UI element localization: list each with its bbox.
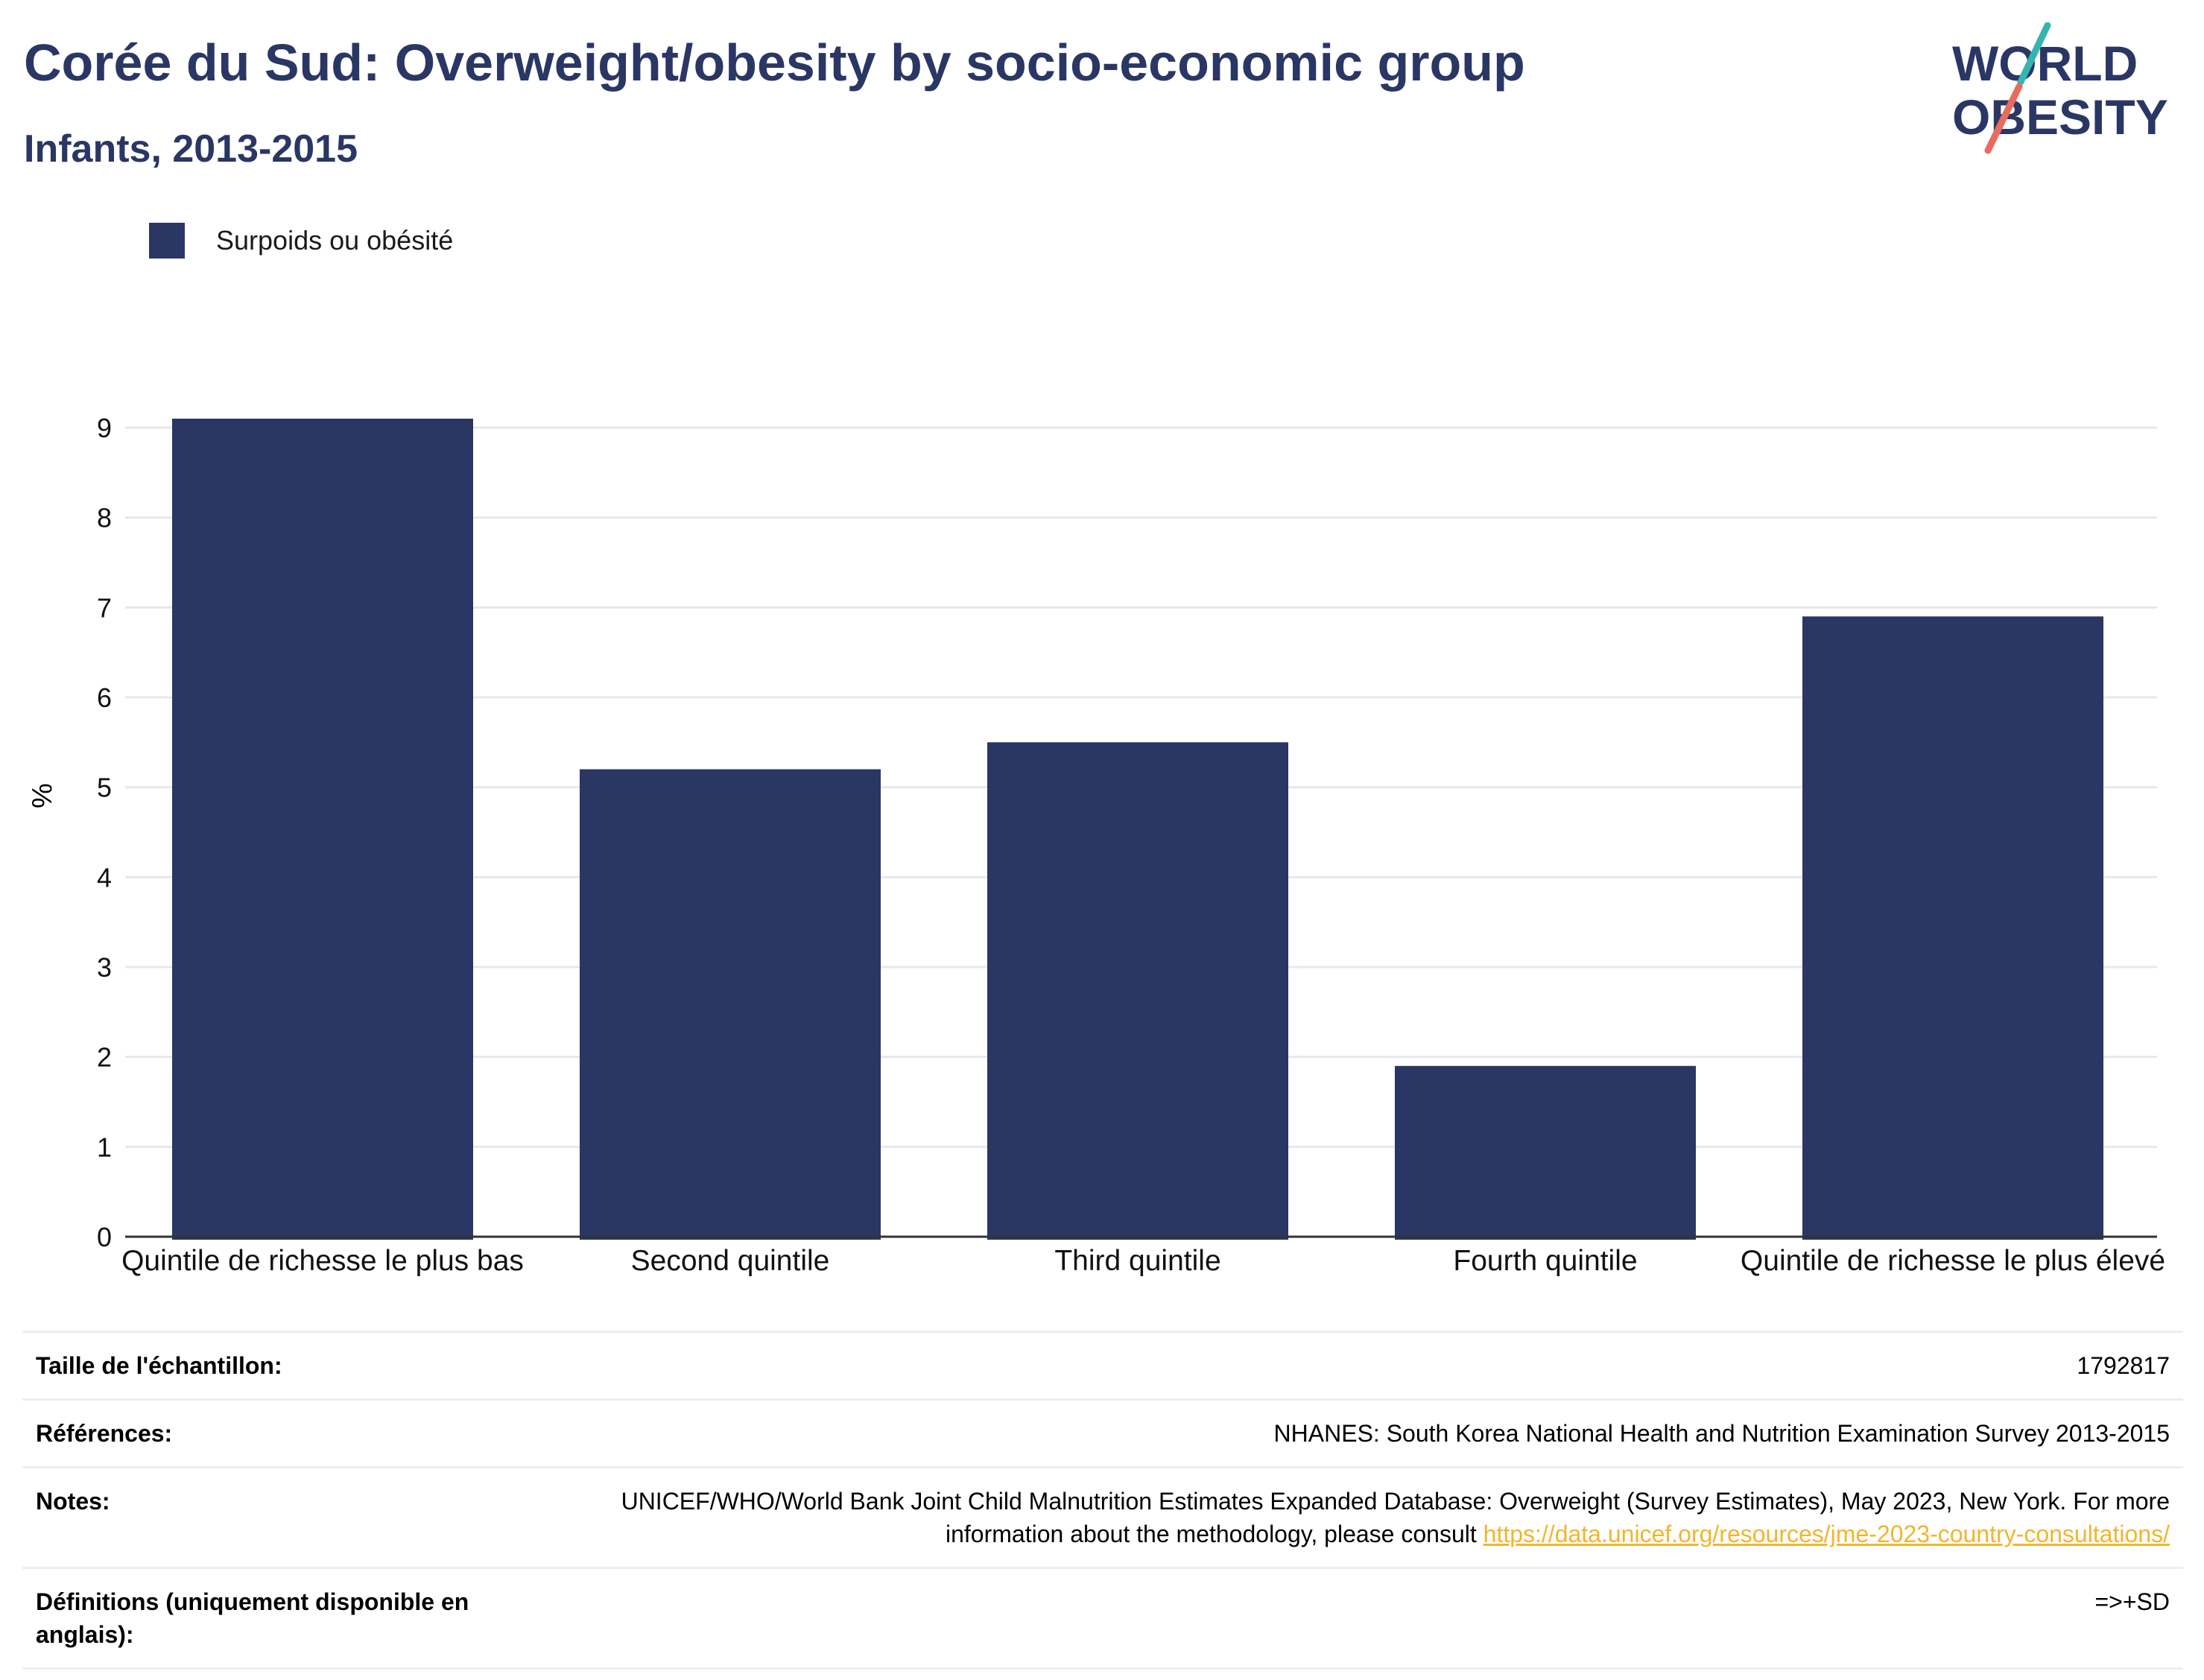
- info-row-notes: Notes: UNICEF/WHO/World Bank Joint Child…: [22, 1468, 2183, 1569]
- bar: [1802, 616, 2103, 1240]
- notes-value: UNICEF/WHO/World Bank Joint Child Malnut…: [568, 1485, 2170, 1550]
- y-tick-label: 6: [97, 682, 112, 713]
- bar: [987, 742, 1288, 1240]
- chart-subtitle: Infants, 2013-2015: [24, 127, 358, 171]
- definitions-label: Définitions (uniquement disponible en an…: [36, 1588, 469, 1648]
- legend-swatch: [149, 223, 185, 259]
- bar: [580, 769, 881, 1240]
- bar-chart: 0 1 2 3 4 5 6 7 8 9 Quintile de richesse le plus b…: [97, 413, 2165, 1277]
- notes-text: UNICEF/WHO/World Bank Joint Child Malnut…: [621, 1488, 2170, 1547]
- y-tick-label: 5: [97, 773, 112, 803]
- y-tick-label: 8: [97, 503, 112, 533]
- chart-title: Corée du Sud: Overweight/obesity by soci…: [24, 34, 1525, 92]
- y-tick-label: 3: [97, 952, 112, 983]
- y-tick-label: 2: [97, 1042, 112, 1073]
- notes-link[interactable]: https://data.unicef.org/resources/jme-20…: [1483, 1521, 2170, 1547]
- y-tick-label: 9: [97, 413, 112, 443]
- y-tick-label: 0: [97, 1222, 112, 1252]
- references-label: Références:: [36, 1420, 173, 1447]
- info-row-sample: Taille de l'échantillon: 1792817: [22, 1333, 2183, 1401]
- x-tick-label: Quintile de richesse le plus élevé: [1741, 1245, 2165, 1277]
- sample-value: 1792817: [2077, 1352, 2170, 1379]
- bar: [1395, 1065, 1696, 1240]
- x-tick-label: Third quintile: [1054, 1245, 1220, 1277]
- info-table: Taille de l'échantillon: 1792817 Référen…: [22, 1331, 2183, 1670]
- legend: Surpoids ou obésité: [149, 222, 453, 259]
- info-row-references: Références: NHANES: South Korea National…: [22, 1401, 2183, 1468]
- legend-label: Surpoids ou obésité: [216, 225, 454, 256]
- bar: [172, 418, 473, 1240]
- notes-label: Notes:: [36, 1488, 110, 1515]
- definitions-value: =>+SD: [2094, 1588, 2170, 1615]
- world-obesity-logo: WORLD OBESITY: [1952, 22, 2168, 154]
- x-tick-label: Second quintile: [631, 1245, 830, 1277]
- info-row-definitions: Définitions (uniquement disponible en an…: [22, 1569, 2183, 1670]
- y-tick-label: 4: [97, 862, 112, 893]
- x-tick-label: Fourth quintile: [1453, 1245, 1637, 1277]
- y-tick-label: 1: [97, 1132, 112, 1162]
- x-tick-label: Quintile de richesse le plus bas: [121, 1245, 524, 1277]
- svg-text:OBESITY: OBESITY: [1952, 89, 2168, 145]
- y-tick-label: 7: [97, 592, 112, 623]
- references-value: NHANES: South Korea National Health and …: [1273, 1420, 2170, 1447]
- svg-text:WORLD: WORLD: [1952, 36, 2138, 91]
- sample-label: Taille de l'échantillon:: [36, 1352, 282, 1379]
